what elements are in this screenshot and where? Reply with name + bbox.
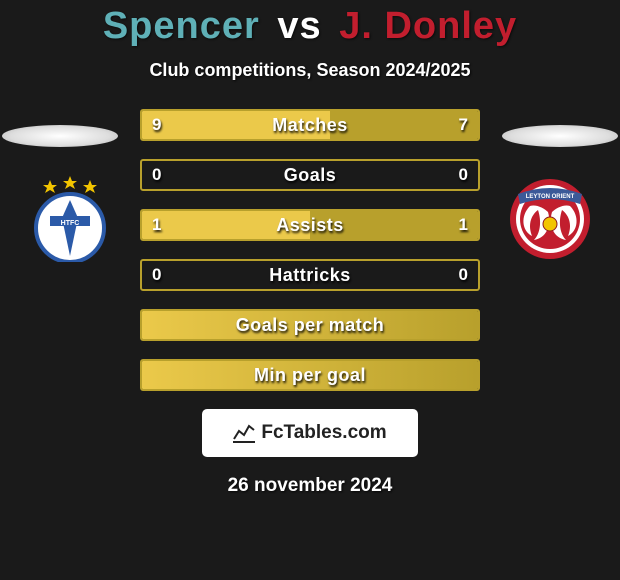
stat-label: Matches	[142, 111, 478, 139]
club-crest-right: LEYTON ORIENT	[500, 176, 600, 262]
badge-text: FcTables.com	[261, 422, 386, 444]
stat-bar: 00Hattricks	[140, 259, 480, 291]
svg-text:LEYTON ORIENT: LEYTON ORIENT	[526, 194, 575, 200]
stat-label: Goals	[142, 161, 478, 189]
stat-bars: 97Matches 00Goals 11Assists 00Hattricks Goal…	[140, 109, 480, 391]
fctables-badge: FcTables.com	[202, 409, 418, 457]
player1-name: Spencer	[103, 5, 260, 47]
stat-label: Hattricks	[142, 261, 478, 289]
player2-name: J. Donley	[339, 5, 517, 47]
vs-text: vs	[277, 5, 321, 47]
stat-bar: 00Goals	[140, 159, 480, 191]
stat-label: Goals per match	[142, 311, 478, 339]
shadow-ellipse-left	[2, 125, 118, 147]
svg-text:HTFC: HTFC	[61, 220, 80, 227]
club-crest-left: HTFC	[20, 176, 120, 262]
shadow-ellipse-right	[502, 125, 618, 147]
stat-label: Assists	[142, 211, 478, 239]
stat-bar: 11Assists	[140, 209, 480, 241]
stat-bar: 97Matches	[140, 109, 480, 141]
stat-bar: Min per goal	[140, 359, 480, 391]
subtitle: Club competitions, Season 2024/2025	[0, 60, 620, 81]
stat-bar: Goals per match	[140, 309, 480, 341]
stat-label: Min per goal	[142, 361, 478, 389]
chart-icon	[233, 423, 255, 443]
date: 26 november 2024	[0, 475, 620, 497]
comparison-card: Spencer vs J. Donley Club competitions, …	[0, 0, 620, 580]
title: Spencer vs J. Donley	[0, 5, 620, 48]
